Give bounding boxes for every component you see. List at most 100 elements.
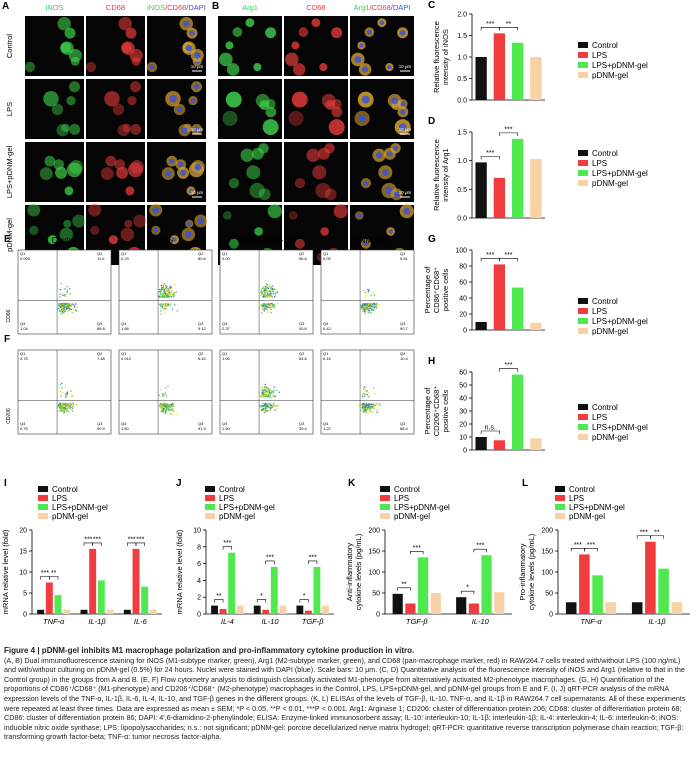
flow-event: [262, 290, 265, 293]
flow-event: [365, 405, 367, 407]
flow-event: [268, 303, 270, 306]
cell: [324, 143, 335, 154]
quadrant-value: 1.50: [222, 426, 231, 431]
flow-event: [264, 383, 266, 386]
sig-label: *: [466, 585, 469, 592]
flow-event: [167, 290, 169, 292]
quadrant-name: Q2: [299, 351, 305, 356]
flow-y-label: CD206: [6, 408, 12, 424]
cell: [232, 27, 243, 37]
sig-label: ***: [136, 536, 144, 543]
flow-event: [69, 308, 71, 310]
legend-swatch: [555, 486, 565, 492]
flow-event: [360, 410, 362, 412]
flow-event: [160, 303, 163, 305]
flow-event: [64, 405, 67, 407]
quadrant-name: Q3: [299, 321, 305, 326]
flow-event: [168, 288, 170, 291]
flow-event: [268, 390, 270, 393]
flow-event: [61, 305, 64, 307]
quadrant-name: Q2: [400, 351, 406, 356]
bar: [270, 566, 278, 614]
flow-event: [162, 284, 165, 287]
flow-event: [72, 407, 74, 409]
flow-event: [60, 288, 63, 291]
x-tick-label: IL-1β: [88, 617, 106, 626]
nucleus: [190, 98, 196, 103]
flow-event: [160, 406, 162, 408]
quadrant-name: Q1: [20, 351, 26, 356]
panel-label: K: [348, 478, 356, 489]
cell: [288, 110, 304, 126]
flow-event: [63, 407, 66, 409]
y-tick-label: 15: [19, 549, 27, 556]
nucleus: [381, 168, 389, 176]
flow-event: [276, 405, 279, 407]
quadrant-name: Q1: [121, 251, 127, 256]
quadrant-value: 0.00: [222, 256, 231, 261]
legend-swatch: [205, 513, 215, 519]
flow-event: [173, 404, 175, 407]
flow-plot: [320, 349, 415, 435]
flow-event: [260, 304, 262, 307]
merge-part: /DAPI: [391, 3, 411, 12]
cell: [51, 103, 64, 116]
quadrant-value: 1.22: [323, 426, 332, 431]
flow-event: [260, 394, 263, 396]
flow-event: [62, 309, 64, 311]
flow-event: [372, 303, 374, 305]
flow-event: [159, 388, 162, 390]
flow-event: [161, 403, 163, 405]
flow-event: [363, 308, 366, 311]
flow-event: [372, 291, 375, 293]
flow-event: [69, 405, 71, 408]
flow-event: [265, 407, 268, 409]
flow-event: [264, 303, 267, 306]
cell: [321, 93, 336, 108]
flow-event: [367, 412, 369, 414]
flow-event: [60, 292, 62, 295]
flow-event: [75, 307, 77, 309]
flow-event: [264, 407, 267, 409]
flow-event: [265, 307, 267, 309]
y-tick-label: 10: [459, 435, 467, 442]
flow-event: [59, 390, 62, 393]
nucleus: [363, 180, 369, 186]
quadrant-name: Q1: [323, 351, 329, 356]
legend-swatch: [578, 150, 588, 156]
bar: [418, 557, 429, 614]
flow-event: [170, 284, 172, 287]
legend-label: LPS+pDNM-gel: [592, 169, 648, 178]
flow-event: [270, 392, 273, 394]
bar: [511, 374, 524, 450]
y-tick-label: 0: [549, 612, 553, 619]
nucleus: [153, 228, 159, 233]
bar: [132, 548, 140, 614]
quadrant-name: Q2: [198, 351, 204, 356]
y-axis-label: cytokine levels (pg/mL): [354, 533, 363, 610]
flow-event: [373, 302, 376, 305]
cell: [39, 167, 53, 181]
cell: [228, 238, 239, 249]
flow-event: [58, 403, 60, 406]
cell: [246, 165, 261, 180]
flow-event: [264, 394, 266, 396]
quadrant-value: 0.29: [121, 256, 130, 261]
flow-event: [64, 403, 66, 406]
sig-label: **: [401, 581, 407, 588]
panel-label: I: [4, 478, 7, 489]
bar: [592, 575, 603, 614]
flow-event: [75, 403, 77, 406]
flow-event: [363, 388, 365, 390]
flow-event: [63, 408, 66, 411]
y-tick-label: 20: [19, 528, 27, 535]
flow-event: [377, 404, 379, 406]
sig-label: ***: [486, 21, 494, 28]
legend-swatch: [578, 328, 588, 334]
legend-label: LPS: [52, 494, 67, 503]
flow-event: [162, 405, 164, 408]
merge-part: /DAPI: [186, 3, 206, 12]
flow-event: [70, 303, 72, 305]
quadrant-value: 1.88: [121, 326, 130, 331]
flow-event: [70, 305, 73, 308]
